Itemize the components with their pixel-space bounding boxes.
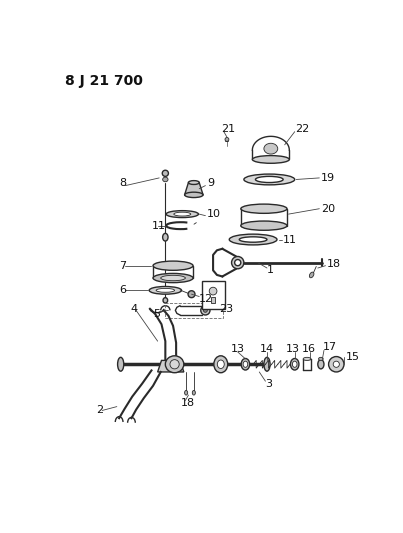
Ellipse shape [118, 357, 124, 371]
Text: 8 J 21 700: 8 J 21 700 [65, 74, 143, 88]
Bar [202, 281, 224, 309]
Ellipse shape [153, 261, 193, 270]
Ellipse shape [243, 361, 248, 367]
Ellipse shape [229, 234, 277, 245]
Text: 18: 18 [327, 259, 341, 269]
Text: 19: 19 [321, 173, 335, 183]
Ellipse shape [239, 237, 267, 242]
Text: 8: 8 [119, 179, 126, 188]
Ellipse shape [153, 273, 193, 282]
Text: 6: 6 [119, 285, 126, 295]
Text: 1: 1 [267, 265, 274, 276]
Text: 7: 7 [119, 261, 126, 271]
Text: 17: 17 [322, 342, 337, 352]
Ellipse shape [166, 211, 198, 217]
Ellipse shape [303, 357, 311, 360]
Ellipse shape [163, 233, 168, 241]
Ellipse shape [235, 260, 241, 265]
Text: 14: 14 [260, 344, 274, 354]
Ellipse shape [232, 256, 244, 269]
Text: 21: 21 [221, 124, 235, 134]
Ellipse shape [291, 359, 299, 370]
Ellipse shape [310, 272, 314, 278]
Text: 15: 15 [345, 352, 359, 361]
Ellipse shape [149, 287, 181, 294]
Ellipse shape [293, 361, 297, 367]
Ellipse shape [201, 306, 210, 315]
Text: 16: 16 [301, 344, 316, 354]
Text: 11: 11 [152, 221, 166, 231]
Ellipse shape [170, 360, 179, 369]
Text: 3: 3 [266, 378, 272, 389]
Text: 18: 18 [181, 398, 195, 408]
Ellipse shape [244, 174, 295, 185]
Ellipse shape [156, 288, 174, 292]
Ellipse shape [256, 176, 283, 182]
Text: 13: 13 [231, 344, 245, 354]
Ellipse shape [328, 357, 344, 372]
Ellipse shape [185, 192, 203, 198]
Text: 2: 2 [96, 406, 103, 415]
Text: 10: 10 [207, 209, 221, 219]
Text: 13: 13 [286, 344, 300, 354]
Ellipse shape [241, 204, 287, 213]
Text: 4: 4 [131, 304, 138, 314]
Ellipse shape [162, 170, 168, 176]
Ellipse shape [333, 361, 339, 367]
Ellipse shape [241, 359, 249, 370]
Ellipse shape [264, 143, 278, 154]
Polygon shape [211, 296, 215, 303]
Ellipse shape [214, 356, 228, 373]
Ellipse shape [174, 212, 191, 216]
Ellipse shape [319, 357, 323, 360]
Ellipse shape [225, 138, 229, 141]
Ellipse shape [209, 287, 217, 295]
Ellipse shape [241, 221, 287, 230]
Text: 11: 11 [283, 235, 296, 245]
Ellipse shape [217, 360, 224, 368]
Polygon shape [185, 182, 203, 195]
Ellipse shape [185, 391, 188, 395]
Ellipse shape [192, 391, 195, 395]
Ellipse shape [318, 360, 324, 369]
Text: 20: 20 [321, 204, 335, 214]
Text: 5: 5 [153, 309, 160, 319]
Ellipse shape [189, 181, 199, 184]
Ellipse shape [163, 297, 168, 303]
Text: 22: 22 [295, 124, 309, 134]
Ellipse shape [264, 357, 270, 371]
Text: 9: 9 [207, 179, 214, 188]
Ellipse shape [204, 309, 207, 312]
Ellipse shape [188, 290, 195, 297]
Ellipse shape [165, 356, 184, 373]
Ellipse shape [252, 156, 289, 163]
Ellipse shape [163, 177, 168, 182]
Ellipse shape [161, 276, 185, 281]
Text: 23: 23 [219, 304, 233, 314]
Polygon shape [158, 360, 184, 372]
Text: 12: 12 [199, 294, 213, 304]
Bar [165, 303, 223, 318]
